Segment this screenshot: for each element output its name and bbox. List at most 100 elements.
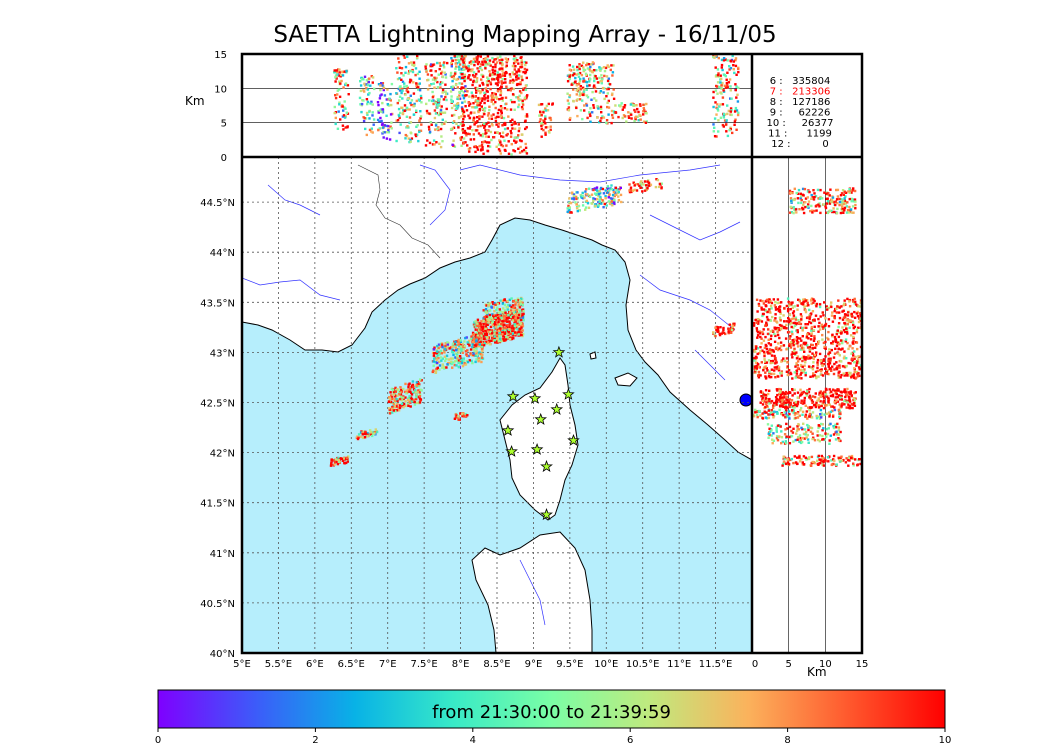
lightning-source-point [837, 429, 841, 432]
lightning-source-point [821, 325, 825, 328]
lightning-source-point [722, 114, 725, 117]
lightning-source-point [431, 143, 435, 146]
lightning-source-point [842, 316, 846, 319]
lightning-source-point [463, 115, 466, 118]
lightning-source-point [473, 145, 476, 149]
lightning-source-point [623, 104, 627, 107]
lightning-source-point [486, 317, 489, 320]
lightning-source-point [581, 117, 584, 121]
lightning-source-point [496, 88, 500, 91]
lightning-source-point [432, 139, 436, 142]
lightning-source-point [598, 91, 602, 94]
lightning-source-point [800, 195, 803, 198]
lightning-source-point [593, 79, 596, 83]
lightning-source-point [820, 368, 823, 371]
lightning-source-point [458, 97, 462, 100]
lightning-source-point [796, 308, 799, 311]
lightning-source-point [578, 67, 581, 71]
lightning-source-point [458, 59, 461, 62]
lightning-source-point [502, 307, 505, 310]
lightning-source-point [479, 101, 482, 105]
lightning-source-point [514, 141, 517, 144]
lightning-source-point [654, 185, 658, 189]
lightning-source-point [764, 300, 767, 303]
lightning-source-point [841, 347, 844, 350]
lightning-source-point [341, 124, 345, 127]
lightning-source-point [472, 348, 476, 351]
lightning-source-point [431, 90, 434, 94]
lightning-source-point [791, 311, 795, 315]
lightning-source-point [465, 353, 468, 356]
lightning-source-point [485, 63, 488, 66]
lightning-source-point [809, 312, 813, 316]
lightning-source-point [518, 139, 522, 142]
lightning-source-point [601, 200, 605, 203]
lightning-source-point [457, 365, 460, 369]
lightning-source-point [840, 200, 844, 204]
lightning-source-point [511, 315, 515, 319]
lightning-source-point [429, 121, 432, 124]
lightning-source-point [609, 201, 612, 204]
lightning-source-point [757, 304, 761, 307]
lightning-source-point [417, 88, 420, 91]
lightning-source-point [734, 57, 738, 60]
lightning-source-point [481, 97, 484, 100]
lightning-source-point [803, 298, 806, 301]
lightning-source-point [802, 342, 806, 345]
lightning-source-point [485, 333, 488, 336]
lightning-source-point [808, 315, 812, 318]
lightning-source-point [812, 404, 816, 407]
lightning-source-point [585, 104, 589, 107]
lightning-source-point [582, 77, 585, 80]
lightning-source-point [517, 322, 520, 325]
lightning-source-point [726, 85, 729, 89]
lightning-source-point [792, 310, 796, 313]
lightning-source-point [788, 417, 791, 420]
lightning-source-point [569, 201, 573, 205]
lightning-source-point [472, 323, 476, 326]
lightning-source-point [416, 54, 419, 57]
lightning-source-point [789, 344, 793, 347]
lightning-source-point [843, 209, 846, 212]
lightning-source-point [482, 140, 485, 144]
lightning-source-point [415, 395, 418, 399]
lightning-source-point [607, 99, 610, 103]
lightning-source-point [606, 185, 610, 188]
lightning-source-point [582, 88, 586, 91]
lightning-source-point [716, 109, 720, 112]
lightning-source-point [773, 369, 776, 372]
lightning-source-point [418, 82, 421, 85]
lightning-source-point [827, 373, 831, 376]
lightning-source-point [794, 323, 798, 326]
lightning-source-point [379, 116, 382, 120]
lightning-source-point [516, 59, 519, 62]
lightning-source-point [753, 359, 756, 362]
lightning-source-point [517, 70, 520, 73]
lightning-source-point [413, 403, 417, 406]
lightning-source-point [612, 110, 616, 113]
lightning-source-point [472, 60, 475, 64]
lightning-source-point [470, 111, 473, 114]
lightning-source-point [544, 133, 547, 136]
lightning-source-point [839, 211, 843, 215]
lightning-source-point [455, 122, 458, 125]
lightning-source-point [765, 398, 769, 402]
lightning-source-point [521, 133, 524, 136]
lightning-source-point [466, 354, 469, 357]
lightning-source-point [844, 201, 847, 204]
lightning-source-point [418, 401, 422, 404]
lightning-source-point [831, 388, 835, 391]
lightning-source-point [476, 116, 479, 119]
lightning-source-point [391, 388, 395, 392]
lightning-source-point [604, 66, 608, 70]
lightning-source-point [828, 411, 831, 414]
lightning-source-point [790, 303, 793, 306]
lightning-source-point [500, 316, 503, 319]
lightning-source-point [813, 325, 816, 328]
lightning-source-point [508, 81, 512, 84]
lightning-source-point [827, 359, 830, 362]
lightning-source-point [483, 94, 486, 98]
lightning-source-point [405, 84, 408, 88]
lightning-source-point [592, 199, 595, 202]
